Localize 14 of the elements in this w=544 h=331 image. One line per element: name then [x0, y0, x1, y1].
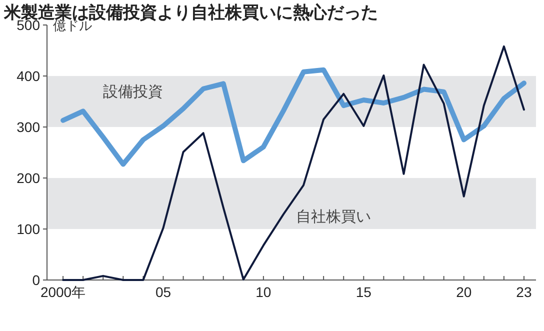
x-tick-label: 2000年	[40, 284, 86, 300]
series-label: 設備投資	[103, 83, 164, 100]
x-tick-label: 20	[456, 284, 472, 300]
x-tick-label: 05	[155, 284, 172, 300]
y-tick-label: 100	[16, 221, 40, 237]
y-tick-label: 300	[16, 119, 40, 135]
line-series	[62, 45, 525, 281]
x-tick-label: 10	[256, 284, 272, 300]
y-tick-label: 400	[16, 68, 40, 84]
y-tick-label: 0	[32, 272, 40, 288]
x-tick-label: 23	[516, 284, 532, 300]
x-tick-label: 15	[356, 284, 372, 300]
series-label: 自社株買い	[296, 208, 372, 226]
y-tick-label: 200	[16, 170, 40, 186]
